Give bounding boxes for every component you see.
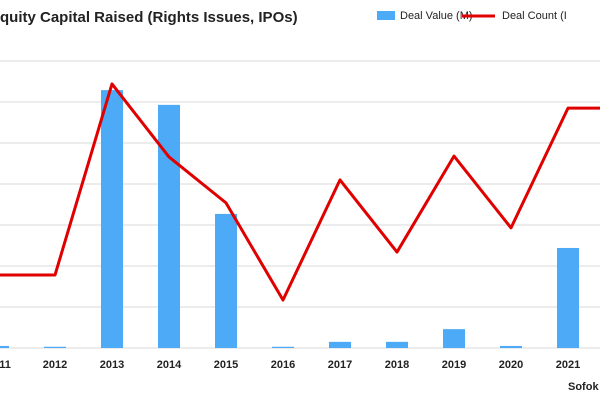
bar (44, 346, 66, 348)
legend-label: Deal Count (I (502, 10, 567, 22)
x-tick-label: 2019 (442, 359, 466, 371)
x-tick-label: 2021 (556, 359, 580, 371)
source: Sofok (568, 381, 599, 393)
bar (557, 247, 579, 348)
x-tick-label: 2017 (328, 359, 352, 371)
x-tick-label: 2014 (157, 359, 182, 371)
x-tick-label: 2015 (214, 359, 238, 371)
x-tick-label: 11 (0, 359, 11, 371)
bar (272, 346, 294, 348)
bar (386, 341, 408, 348)
bar (329, 341, 351, 348)
chart-title: quity Capital Raised (Rights Issues, IPO… (0, 9, 298, 26)
bar (215, 213, 237, 348)
x-tick-label: 2020 (499, 359, 523, 371)
bar (158, 104, 180, 349)
x-tick-label: 2018 (385, 359, 409, 371)
bar (443, 329, 465, 348)
bar (101, 90, 123, 349)
x-tick-label: 2013 (100, 359, 124, 371)
bar (0, 345, 9, 348)
legend-swatch (377, 11, 395, 20)
x-tick-label: 2012 (43, 359, 67, 371)
bar (500, 345, 522, 348)
line-series (0, 82, 600, 302)
x-tick-label: 2016 (271, 359, 295, 371)
legend-label: Deal Value (M) (400, 10, 473, 22)
